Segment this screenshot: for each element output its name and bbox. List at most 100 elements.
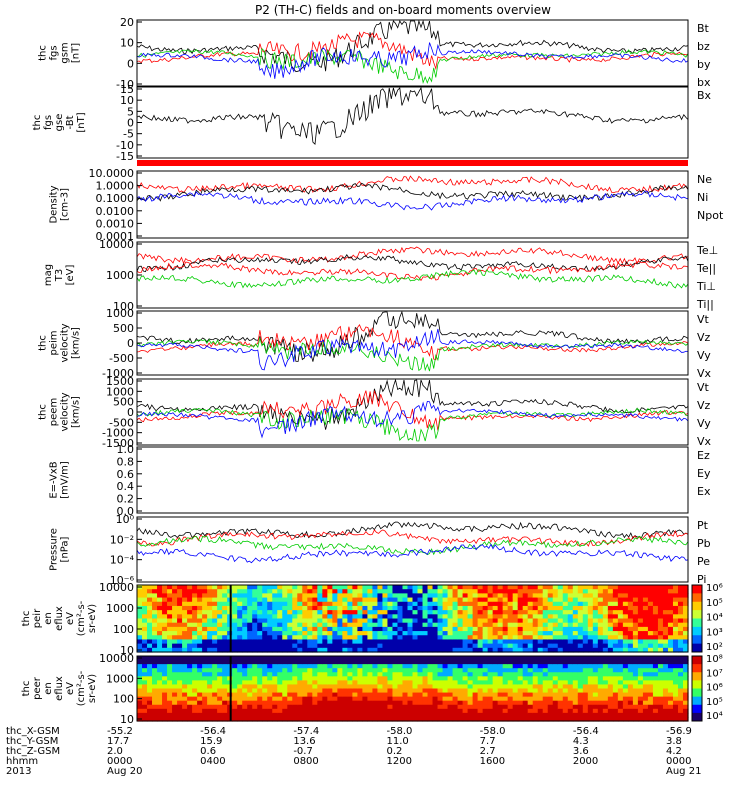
heatmap-cell: [357, 708, 364, 714]
heatmap-cell: [552, 643, 559, 649]
heatmap-cell: [642, 676, 649, 681]
heatmap-cell: [502, 704, 509, 710]
series-line: [136, 86, 689, 146]
y-tick-label: -10: [116, 139, 134, 152]
heatmap-cell: [652, 672, 659, 677]
legend-entry: Ti||: [696, 298, 714, 311]
heatmap-cell: [667, 664, 674, 669]
heatmap-cell: [162, 684, 168, 690]
heatmap-cell: [387, 647, 394, 653]
heatmap-cell: [162, 610, 168, 615]
heatmap-cell: [152, 585, 158, 590]
y-tick-label: -500: [109, 352, 134, 365]
heatmap-cell: [137, 601, 143, 607]
heatmap-cell: [507, 635, 514, 641]
heatmap-cell: [257, 672, 263, 677]
heatmap-cell: [262, 614, 268, 620]
heatmap-cell: [512, 626, 519, 632]
heatmap-cell: [257, 589, 263, 594]
heatmap-cell: [667, 672, 674, 677]
heatmap-cell: [637, 668, 644, 673]
axis-value: -56.9: [666, 726, 692, 737]
heatmap-cell: [272, 688, 278, 694]
heatmap-cell: [642, 593, 649, 599]
heatmap-cell: [562, 704, 569, 710]
heatmap-cell: [292, 716, 298, 722]
heatmap-cell: [502, 700, 509, 706]
heatmap-cell: [247, 626, 253, 632]
heatmap-cell: [362, 618, 369, 624]
heatmap-cell: [362, 668, 369, 673]
y-tick-label: 1500: [106, 375, 134, 388]
heatmap-cell: [387, 589, 394, 594]
heatmap-cell: [217, 601, 223, 607]
heatmap-cell: [522, 712, 529, 718]
heatmap-cell: [487, 660, 494, 665]
heatmap-cell: [567, 664, 574, 669]
heatmap-cell: [642, 696, 649, 702]
y-tick-label: -500: [109, 416, 134, 429]
heatmap-cell: [342, 601, 348, 607]
heatmap-cell: [137, 589, 143, 594]
heatmap-cell: [307, 631, 313, 636]
colorbar-segment: [692, 585, 702, 594]
heatmap-cell: [527, 668, 534, 673]
heatmap-cell: [142, 664, 148, 669]
heatmap-cell: [217, 704, 223, 710]
heatmap-cell: [632, 700, 639, 706]
heatmap-cell: [277, 601, 283, 607]
heatmap-cell: [247, 639, 253, 645]
heatmap-cell: [597, 610, 604, 615]
heatmap-cell: [252, 605, 258, 611]
heatmap-cell: [212, 631, 218, 636]
heatmap-cell: [392, 639, 399, 645]
axis-value: 1200: [387, 756, 412, 767]
heatmap-cell: [167, 605, 173, 611]
heatmap-cell: [477, 664, 484, 669]
heatmap-cell: [587, 643, 594, 649]
heatmap-cell: [342, 639, 348, 645]
heatmap-cell: [427, 605, 434, 611]
heatmap-cell: [162, 700, 168, 706]
heatmap-cell: [417, 680, 424, 686]
heatmap-cell: [232, 635, 238, 641]
heatmap-cell: [547, 626, 554, 632]
y-tick-label: 0: [127, 337, 134, 350]
heatmap-cell: [652, 688, 659, 694]
heatmap-cell: [177, 639, 183, 645]
heatmap-cell: [667, 631, 674, 636]
heatmap-cell: [482, 589, 489, 594]
heatmap-cell: [212, 618, 218, 624]
heatmap-cell: [472, 626, 479, 632]
heatmap-cell: [407, 631, 414, 636]
heatmap-cell: [187, 700, 193, 706]
heatmap-cell: [637, 700, 644, 706]
heatmap-cell: [377, 688, 384, 694]
heatmap-cell: [187, 601, 193, 607]
y-axis-label: thc: [21, 681, 32, 697]
heatmap-cell: [292, 684, 298, 690]
heatmap-cell: [207, 684, 213, 690]
heatmap-cell: [312, 622, 318, 628]
heatmap-cell: [257, 605, 263, 611]
heatmap-cell: [387, 700, 394, 706]
heatmap-cell: [517, 605, 524, 611]
heatmap-cell: [272, 716, 278, 722]
heatmap-cell: [417, 668, 424, 673]
heatmap-cell: [402, 618, 409, 624]
heatmap-cell: [157, 680, 163, 686]
heatmap-cell: [517, 585, 524, 590]
heatmap-cell: [652, 712, 659, 718]
heatmap-cell: [627, 614, 634, 620]
heatmap-cell: [242, 610, 248, 615]
heatmap-cell: [432, 668, 439, 673]
heatmap-cell: [592, 656, 599, 661]
heatmap-cell: [502, 647, 509, 653]
heatmap-cell: [557, 618, 564, 624]
heatmap-cell: [142, 622, 148, 628]
heatmap-cell: [267, 672, 273, 677]
heatmap-cell: [507, 664, 514, 669]
heatmap-cell: [562, 712, 569, 718]
heatmap-cell: [197, 676, 203, 681]
heatmap-cell: [672, 708, 679, 714]
